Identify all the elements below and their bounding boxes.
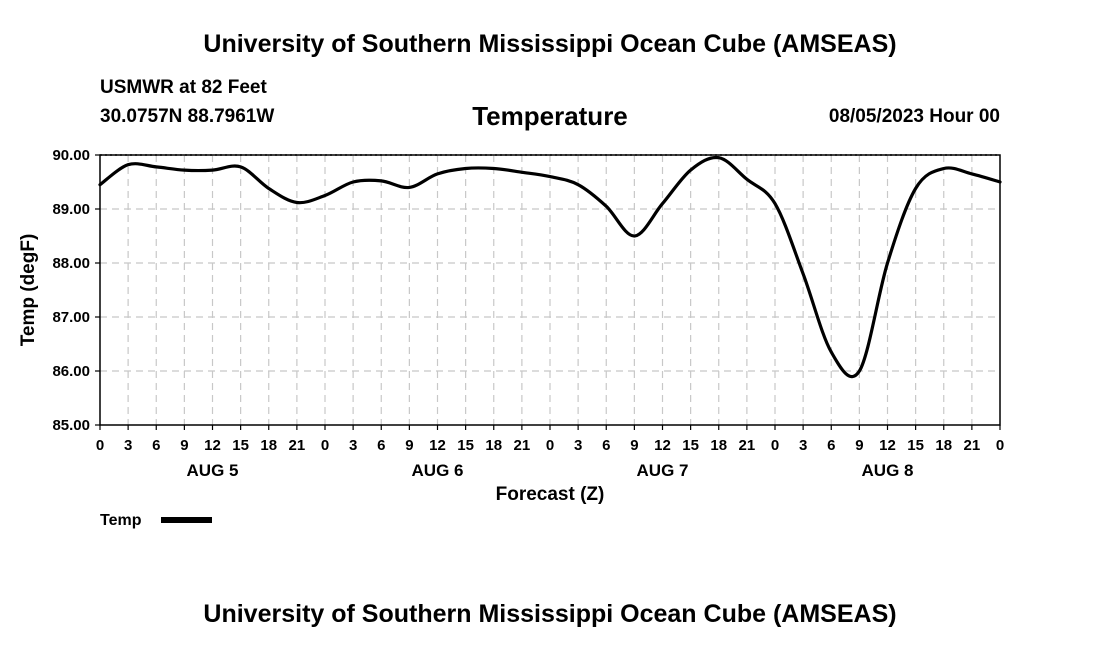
x-tick-label: 0 <box>546 437 554 454</box>
x-tick-label: 3 <box>124 437 132 454</box>
x-tick-label: 15 <box>682 437 699 454</box>
x-tick-label: 0 <box>96 437 104 454</box>
day-label: AUG 7 <box>637 461 689 480</box>
y-tick-label: 90.00 <box>52 147 90 164</box>
x-tick-label: 21 <box>739 437 756 454</box>
y-tick-label: 86.00 <box>52 363 90 380</box>
station-coordinates: 30.0757N 88.7961W <box>100 106 275 127</box>
data-point <box>605 205 608 208</box>
data-point <box>970 172 973 175</box>
x-tick-label: 9 <box>855 437 863 454</box>
data-point <box>436 172 439 175</box>
x-tick-label: 15 <box>907 437 924 454</box>
x-tick-label: 6 <box>152 437 160 454</box>
data-point <box>99 183 102 186</box>
footer-title: University of Southern Mississippi Ocean… <box>203 600 897 628</box>
x-tick-label: 12 <box>204 437 221 454</box>
day-label: AUG 8 <box>862 461 914 480</box>
legend: Temp <box>100 512 212 529</box>
x-tick-label: 21 <box>514 437 531 454</box>
x-tick-label: 9 <box>180 437 188 454</box>
x-tick-label: 15 <box>457 437 474 454</box>
data-point <box>717 156 720 159</box>
x-tick-label: 12 <box>654 437 671 454</box>
day-label: AUG 6 <box>412 461 464 480</box>
series-line-temp <box>98 155 1002 379</box>
x-tick-label: 18 <box>260 437 277 454</box>
x-tick-label: 6 <box>827 437 835 454</box>
y-tick-label: 88.00 <box>52 255 90 272</box>
data-point <box>914 187 917 190</box>
x-tick-label: 9 <box>405 437 413 454</box>
x-tick-label: 6 <box>377 437 385 454</box>
x-axis-ticks: 0 3 6 9 12 15 18 21 0 3 6 9 12 15 18 21 0 3 6 9 12 15 18 21 0 3 6 9… <box>96 425 1004 454</box>
y-axis-ticks: 85.00 86.00 87.00 88.00 89.00 90.00 <box>52 147 100 434</box>
data-point <box>211 169 214 172</box>
y-tick-label: 87.00 <box>52 309 90 326</box>
data-point <box>492 167 495 170</box>
x-tick-label: 21 <box>964 437 981 454</box>
data-point <box>183 169 186 172</box>
station-name: USMWR at 82 Feet <box>100 77 267 98</box>
data-point <box>239 165 242 168</box>
x-tick-label: 3 <box>574 437 582 454</box>
data-point <box>858 370 861 373</box>
legend-label-temp: Temp <box>100 512 142 529</box>
y-tick-label: 89.00 <box>52 201 90 218</box>
x-tick-label: 3 <box>799 437 807 454</box>
grid-lines <box>100 155 1000 425</box>
data-point <box>689 169 692 172</box>
data-point <box>886 262 889 265</box>
chart-title: Temperature <box>472 101 628 131</box>
data-point <box>661 202 664 205</box>
data-point <box>324 194 327 197</box>
x-tick-label: 3 <box>349 437 357 454</box>
x-tick-label: 0 <box>771 437 779 454</box>
data-point <box>352 181 355 184</box>
y-axis-label: Temp (degF) <box>18 234 39 347</box>
data-point <box>520 171 523 174</box>
data-point <box>942 167 945 170</box>
x-axis-label: Forecast (Z) <box>496 484 605 505</box>
x-axis-day-labels: AUG 5 AUG 6 AUG 7 AUG 8 <box>187 461 914 480</box>
x-tick-label: 18 <box>935 437 952 454</box>
x-tick-label: 6 <box>602 437 610 454</box>
data-point <box>408 186 411 189</box>
data-point <box>802 272 805 275</box>
y-tick-label: 85.00 <box>52 417 90 434</box>
x-tick-label: 0 <box>321 437 329 454</box>
x-tick-label: 18 <box>710 437 727 454</box>
forecast-date: 08/05/2023 Hour 00 <box>828 106 1000 127</box>
x-tick-label: 18 <box>485 437 502 454</box>
data-point <box>774 202 777 205</box>
x-tick-label: 21 <box>289 437 306 454</box>
data-point <box>577 183 580 186</box>
data-point <box>127 163 130 166</box>
day-label: AUG 5 <box>187 461 239 480</box>
x-tick-label: 12 <box>879 437 896 454</box>
data-point <box>464 167 467 170</box>
data-point <box>155 165 158 168</box>
data-point <box>633 235 636 238</box>
data-point <box>380 179 383 182</box>
data-point <box>745 178 748 181</box>
data-point <box>830 351 833 354</box>
data-point <box>267 187 270 190</box>
x-tick-label: 15 <box>232 437 249 454</box>
data-point <box>295 201 298 204</box>
data-point <box>999 181 1002 184</box>
x-tick-label: 12 <box>429 437 446 454</box>
page-title: University of Southern Mississippi Ocean… <box>203 30 897 58</box>
data-point <box>549 175 552 178</box>
x-tick-label: 0 <box>996 437 1004 454</box>
x-tick-label: 9 <box>630 437 638 454</box>
